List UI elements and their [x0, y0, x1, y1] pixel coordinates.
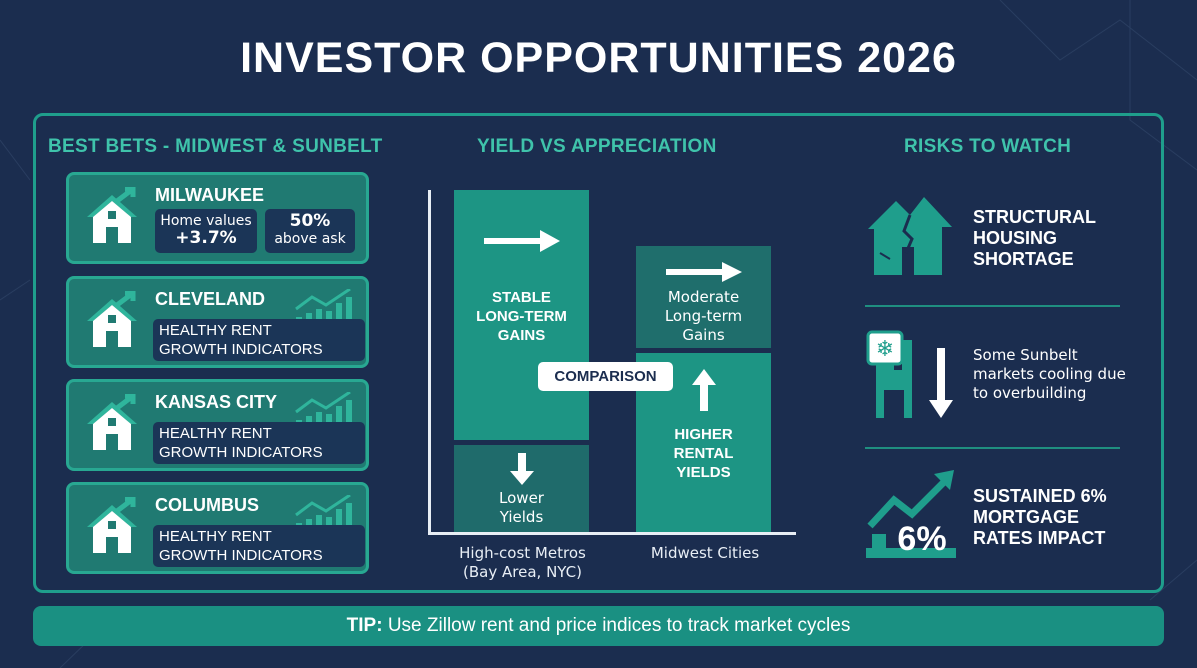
rent-growth-desc: HEALTHY RENT GROWTH INDICATORS [153, 525, 365, 567]
risk-divider [865, 305, 1120, 307]
risk-sunbelt-cooling: Some Sunbelt markets cooling due to over… [973, 346, 1126, 402]
house-up-arrow-icon [87, 291, 137, 347]
main-panel [33, 113, 1164, 593]
house-up-arrow-icon [87, 394, 137, 450]
city-card-kansas-city: KANSAS CITY HEALTHY RENT GROWTH INDICATO… [66, 379, 369, 471]
page-title: INVESTOR OPPORTUNITIES 2026 [240, 34, 957, 82]
city-name: CLEVELAND [155, 289, 266, 309]
risk-mortgage-rates: SUSTAINED 6% MORTGAGE RATES IMPACT [973, 486, 1107, 548]
house-up-arrow-icon [87, 497, 137, 553]
x-label-midwest: Midwest Cities [650, 544, 760, 562]
home-values-stat: Home values +3.7% [155, 209, 257, 253]
bar-high-cost-gains: STABLE LONG-TERM GAINS [454, 190, 589, 440]
arrow-up-icon [691, 369, 716, 411]
city-card-columbus: COLUMBUS HEALTHY RENT GROWTH INDICATORS [66, 482, 369, 574]
bar-high-cost-yields: Lower Yields [454, 445, 589, 532]
rent-growth-desc: HEALTHY RENT GROWTH INDICATORS [153, 422, 365, 464]
comparison-badge: COMPARISON [538, 362, 673, 391]
x-axis [428, 532, 796, 535]
arrow-right-icon [483, 230, 560, 252]
bar-midwest-gains: Moderate Long-term Gains [636, 246, 771, 348]
arrow-right-icon [665, 262, 742, 282]
arrow-down-icon [509, 453, 534, 485]
y-axis [428, 190, 431, 535]
x-label-high-cost: High-cost Metros (Bay Area, NYC) [459, 544, 586, 581]
tip-banner: TIP: Use Zillow rent and price indices t… [33, 606, 1164, 646]
city-name: KANSAS CITY [155, 392, 278, 412]
rent-growth-desc: HEALTHY RENT GROWTH INDICATORS [153, 319, 365, 361]
cooling-building-icon: ❄ [866, 330, 953, 418]
city-card-milwaukee: MILWAUKEE Home values +3.7% 50% above as… [66, 172, 369, 264]
svg-text:❄: ❄ [876, 337, 894, 362]
best-bets-heading: BEST BETS - MIDWEST & SUNBELT [48, 136, 383, 157]
risk-divider [865, 447, 1120, 449]
rate-rising-icon: 6% [866, 470, 956, 558]
risks-heading: RISKS TO WATCH [904, 136, 1072, 157]
cracked-house-icon [868, 197, 952, 275]
yield-vs-appreciation-heading: YIELD VS APPRECIATION [477, 136, 717, 157]
city-name: MILWAUKEE [155, 185, 265, 205]
bar-midwest-yields: HIGHER RENTAL YIELDS [636, 353, 771, 532]
above-ask-stat: 50% above ask [265, 209, 355, 253]
risk-housing-shortage: STRUCTURAL HOUSING SHORTAGE [973, 207, 1096, 269]
svg-text:6%: 6% [897, 520, 946, 558]
house-up-arrow-icon [87, 187, 137, 243]
city-card-cleveland: CLEVELAND HEALTHY RENT GROWTH INDICATORS [66, 276, 369, 368]
city-name: COLUMBUS [155, 495, 259, 515]
